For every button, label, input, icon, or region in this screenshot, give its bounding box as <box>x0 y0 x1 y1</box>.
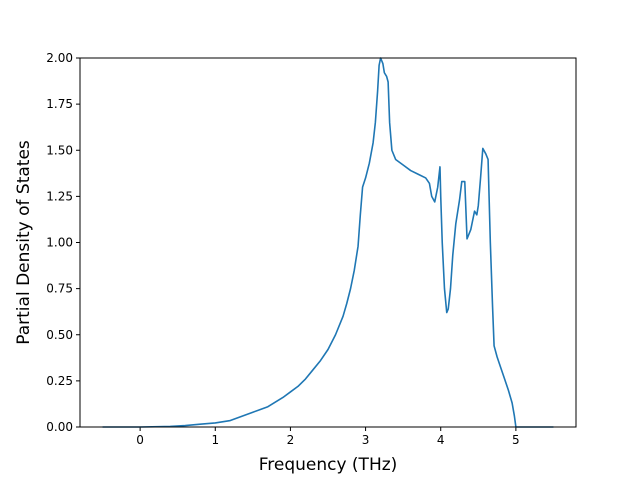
x-tick-label: 4 <box>437 433 445 447</box>
y-tick-label: 1.25 <box>46 189 73 203</box>
x-tick-label: 2 <box>287 433 295 447</box>
plot-frame <box>79 57 577 428</box>
x-tick-label: 1 <box>211 433 219 447</box>
x-tick-label: 5 <box>512 433 520 447</box>
series-line-0 <box>102 57 554 428</box>
x-axis-label: Frequency (THz) <box>259 455 398 475</box>
y-tick-label: 1.50 <box>46 143 73 157</box>
y-tick-label: 0.50 <box>46 328 73 342</box>
y-tick-label: 0.00 <box>46 420 73 434</box>
y-tick-label: 2.00 <box>46 51 73 65</box>
series-lines <box>102 57 554 428</box>
axis-ticks: 0 1 2 3 4 5 0.00 0.25 0.50 0.75 1.00 1.25 1.50 1.75 2.… <box>46 51 519 447</box>
y-tick-label: 0.75 <box>46 282 73 296</box>
y-tick-label: 1.00 <box>46 236 73 250</box>
y-tick-label: 0.25 <box>46 374 73 388</box>
y-axis-label: Partial Density of States <box>14 140 34 345</box>
y-tick-label: 1.75 <box>46 97 73 111</box>
x-tick-label: 3 <box>362 433 370 447</box>
x-tick-label: 0 <box>136 433 144 447</box>
